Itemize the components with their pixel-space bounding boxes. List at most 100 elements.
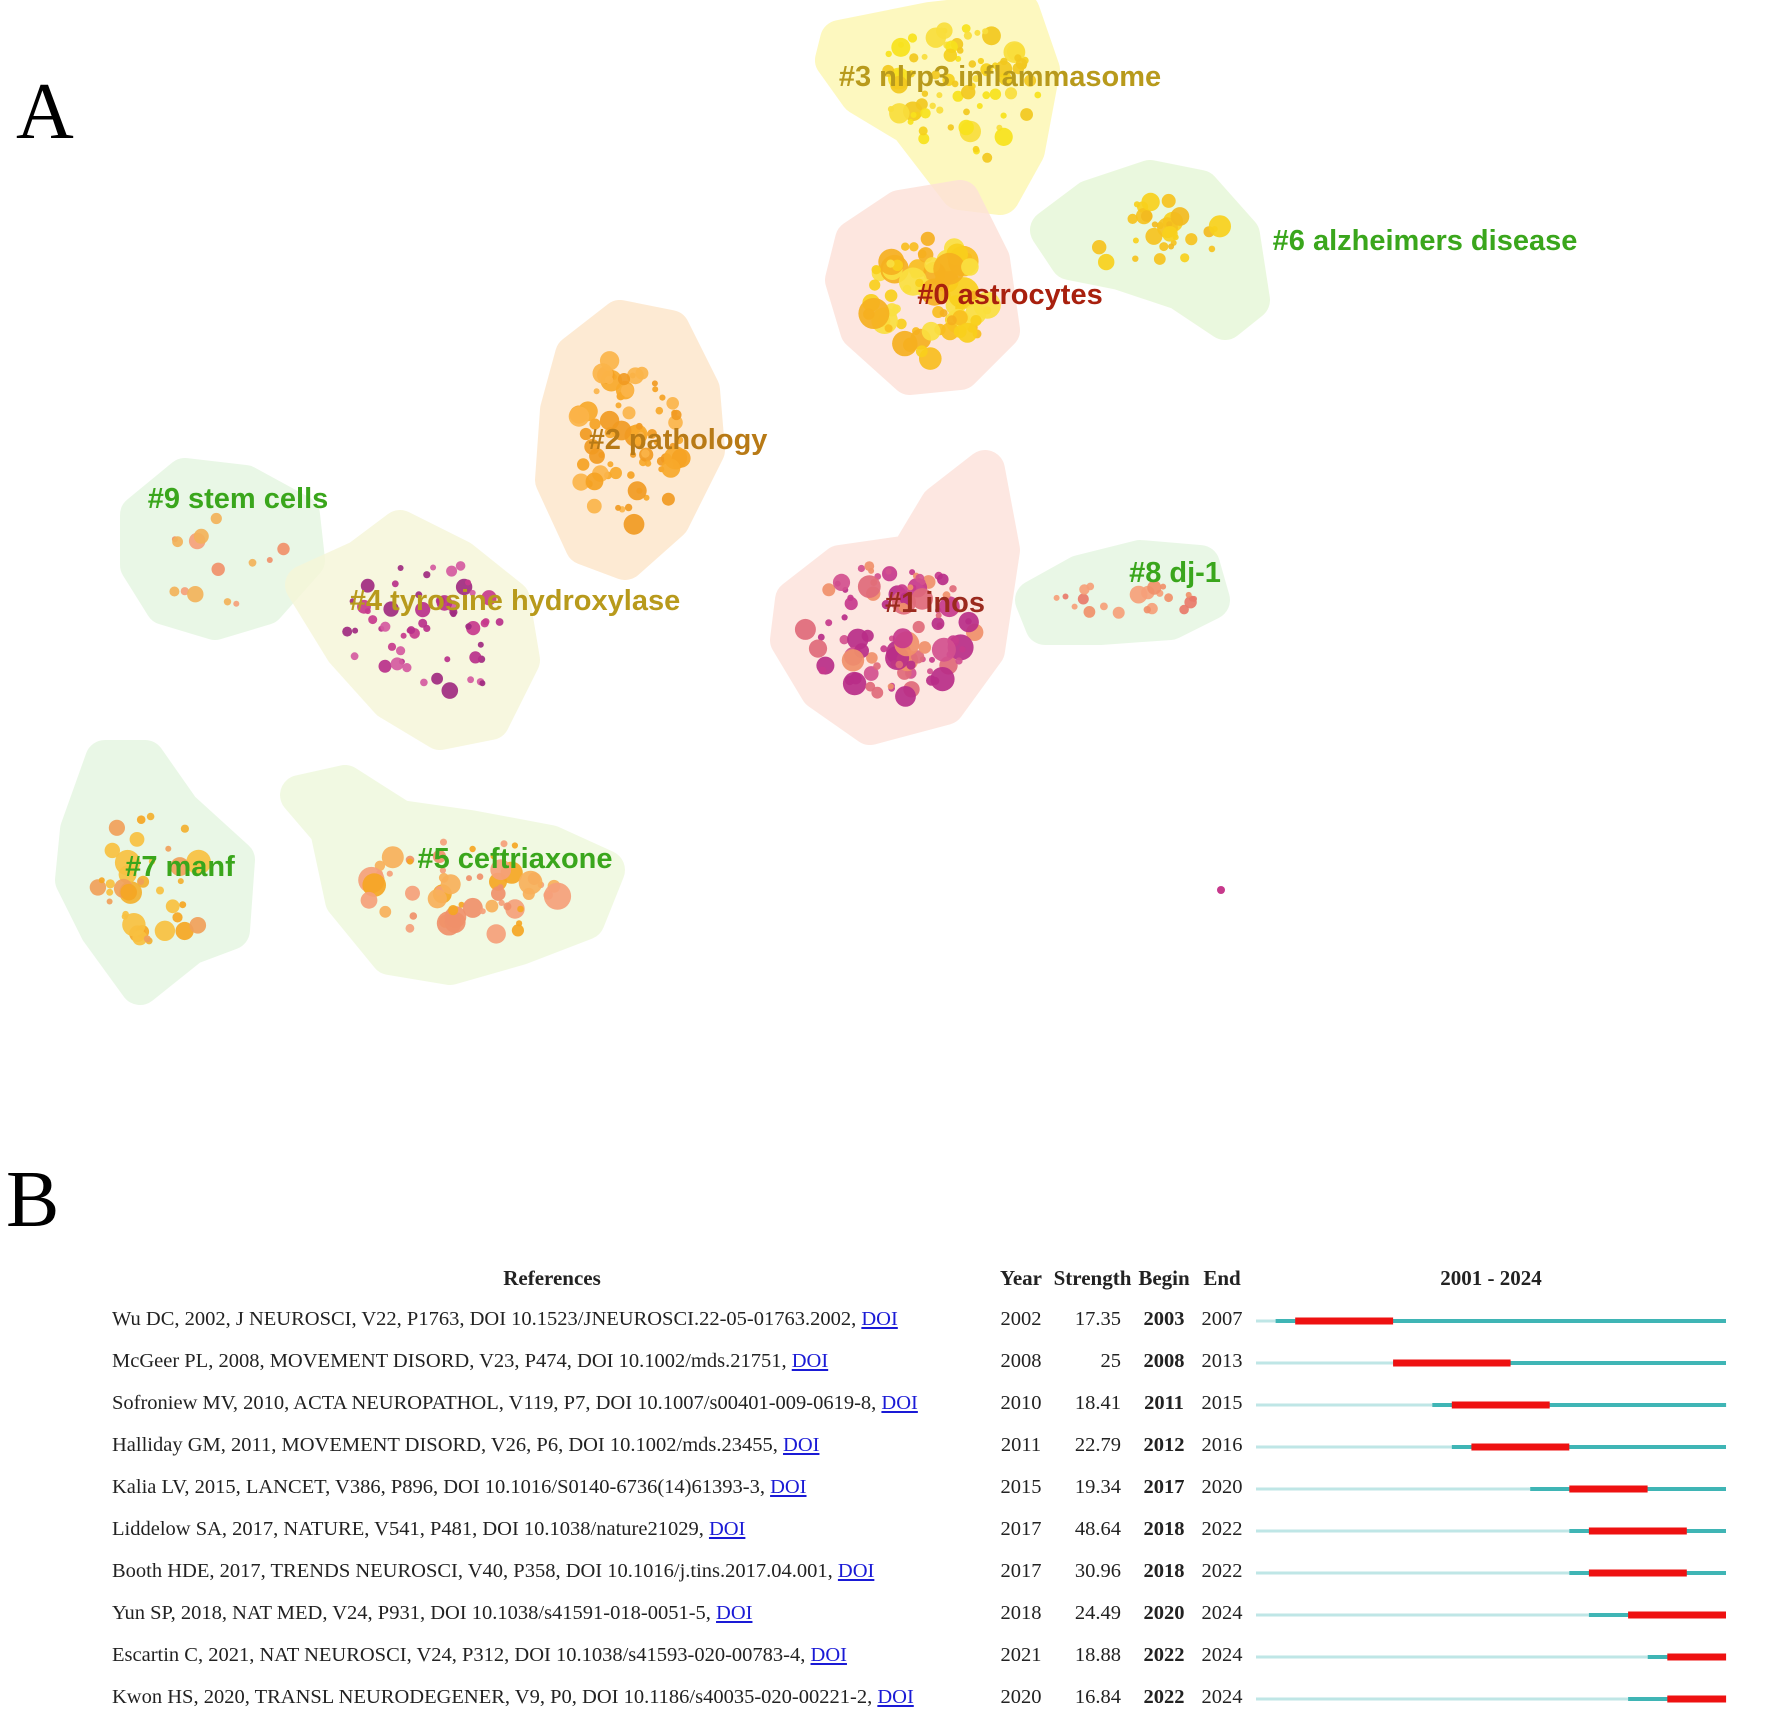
reference-cell: Kwon HS, 2020, TRANSL NEURODEGENER, V9, …	[112, 1676, 992, 1718]
burst-timeline	[1256, 1317, 1726, 1325]
cluster-label-1: #1 inos	[885, 587, 985, 619]
strength-cell: 24.49	[1074, 1601, 1121, 1624]
cluster-node-0	[947, 277, 980, 309]
cluster-node-7	[165, 899, 180, 914]
cluster-node-3	[982, 28, 989, 35]
cluster-node-5	[439, 867, 446, 874]
year-cell: 2017	[1000, 1559, 1042, 1582]
cluster-node-2	[586, 498, 602, 514]
cluster-node-4	[467, 676, 474, 684]
cluster-node-1	[873, 662, 881, 670]
doi-link[interactable]: DOI	[881, 1391, 918, 1414]
cluster-network-chart: #3 nlrp3 inflammasome #6 alzheimers disea…	[55, 0, 1577, 1005]
cluster-node-1	[863, 666, 879, 681]
end-cell: 2016	[1201, 1433, 1243, 1456]
begin-cell: 2003	[1143, 1307, 1185, 1330]
cluster-node-3	[921, 90, 929, 97]
cluster-node-3	[961, 85, 976, 100]
doi-link[interactable]: DOI	[770, 1475, 807, 1498]
cluster-node-9	[172, 536, 184, 548]
table-row: Kalia LV, 2015, LANCET, V386, P896, DOI …	[112, 1466, 1731, 1508]
burst-segment	[1667, 1653, 1727, 1661]
burst-timeline	[1256, 1611, 1726, 1619]
cluster-node-8	[1185, 591, 1192, 598]
strength-cell: 17.35	[1074, 1307, 1121, 1330]
end-cell: 2022	[1201, 1517, 1243, 1540]
cluster-node-1	[857, 564, 866, 573]
cluster-node-4	[396, 646, 406, 656]
doi-link[interactable]: DOI	[791, 1349, 829, 1372]
cluster-node-5	[440, 874, 461, 895]
cluster-hull-9	[120, 458, 325, 640]
reference-text: Sofroniew MV, 2010, ACTA NEUROPATHOL, V1…	[112, 1391, 882, 1414]
cluster-node-8	[1053, 594, 1060, 601]
cluster-node-8	[1083, 606, 1096, 618]
cluster-node-2	[641, 449, 650, 458]
citation-burst-table: References Year Strength Begin End 2001 …	[112, 1258, 1731, 1718]
cluster-node-1	[937, 573, 949, 586]
doi-link[interactable]: DOI	[783, 1433, 820, 1456]
cluster-node-1	[818, 666, 827, 675]
strength-cell: 48.64	[1074, 1517, 1121, 1540]
header-begin: Begin	[1138, 1265, 1190, 1290]
cluster-node-8	[1077, 593, 1089, 605]
cluster-node-4	[364, 608, 371, 615]
timeline-before-publication	[1256, 1403, 1433, 1407]
burst-timeline	[1256, 1569, 1726, 1577]
table-row: Booth HDE, 2017, TRENDS NEUROSCI, V40, P…	[112, 1550, 1731, 1592]
reference-cell: Liddelow SA, 2017, NATURE, V541, P481, D…	[112, 1508, 992, 1550]
cluster-node-3	[977, 57, 985, 65]
cluster-node-6	[1127, 213, 1138, 224]
cluster-node-3	[885, 50, 892, 58]
timeline-cell	[1251, 1634, 1731, 1676]
cluster-node-0	[921, 321, 941, 341]
table-row: McGeer PL, 2008, MOVEMENT DISORD, V23, P…	[112, 1340, 1731, 1382]
cluster-node-1	[881, 599, 892, 610]
cluster-node-5	[485, 899, 499, 913]
cluster-node-3	[925, 27, 946, 48]
doi-link[interactable]: DOI	[810, 1643, 847, 1666]
burst-timeline	[1256, 1527, 1726, 1535]
cluster-node-9	[180, 587, 189, 596]
cluster-node-5	[486, 924, 506, 944]
cluster-node-4	[383, 601, 399, 617]
timeline-before-publication	[1256, 1655, 1648, 1659]
cluster-node-3	[999, 72, 1012, 86]
doi-link[interactable]: DOI	[708, 1517, 746, 1540]
reference-cell: Sofroniew MV, 2010, ACTA NEUROPATHOL, V1…	[112, 1382, 992, 1424]
cluster-node-3	[955, 55, 962, 62]
cluster-node-9	[210, 512, 222, 525]
cluster-node-2	[644, 460, 652, 467]
reference-cell: Booth HDE, 2017, TRENDS NEUROSCI, V40, P…	[112, 1550, 992, 1592]
burst-segment	[1451, 1401, 1550, 1409]
doi-link[interactable]: DOI	[861, 1307, 898, 1330]
doi-link[interactable]: DOI	[877, 1685, 914, 1708]
cluster-node-3	[994, 127, 1013, 146]
header-end: End	[1203, 1265, 1241, 1290]
cluster-node-2	[589, 448, 605, 464]
cluster-node-3	[915, 98, 928, 111]
burst-segment	[1667, 1695, 1727, 1703]
cluster-node-5	[476, 873, 484, 880]
doi-link[interactable]: DOI	[837, 1559, 875, 1582]
cluster-node-3	[882, 64, 895, 77]
doi-link[interactable]: DOI	[716, 1601, 753, 1624]
cluster-node-7	[137, 878, 145, 885]
timeline-after-publication	[1275, 1319, 1726, 1323]
cluster-node-7	[143, 935, 151, 943]
cluster-node-7	[172, 912, 183, 923]
cluster-node-3	[951, 80, 959, 88]
begin-cell: 2012	[1143, 1433, 1185, 1456]
reference-cell: Wu DC, 2002, J NEUROSCI, V22, P1763, DOI…	[112, 1298, 992, 1340]
cluster-label-3: #3 nlrp3 inflammasome	[839, 61, 1161, 93]
cluster-node-8	[1100, 602, 1108, 611]
timeline-after-publication	[1451, 1445, 1726, 1449]
timeline-before-publication	[1256, 1571, 1570, 1575]
cluster-node-6	[1161, 193, 1176, 208]
year-cell: 2017	[1000, 1517, 1042, 1540]
cluster-node-1	[955, 657, 963, 665]
cluster-node-2	[647, 429, 657, 439]
reference-cell: McGeer PL, 2008, MOVEMENT DISORD, V23, P…	[112, 1340, 992, 1382]
end-cell: 2013	[1201, 1349, 1243, 1372]
cluster-node-4	[469, 589, 476, 597]
